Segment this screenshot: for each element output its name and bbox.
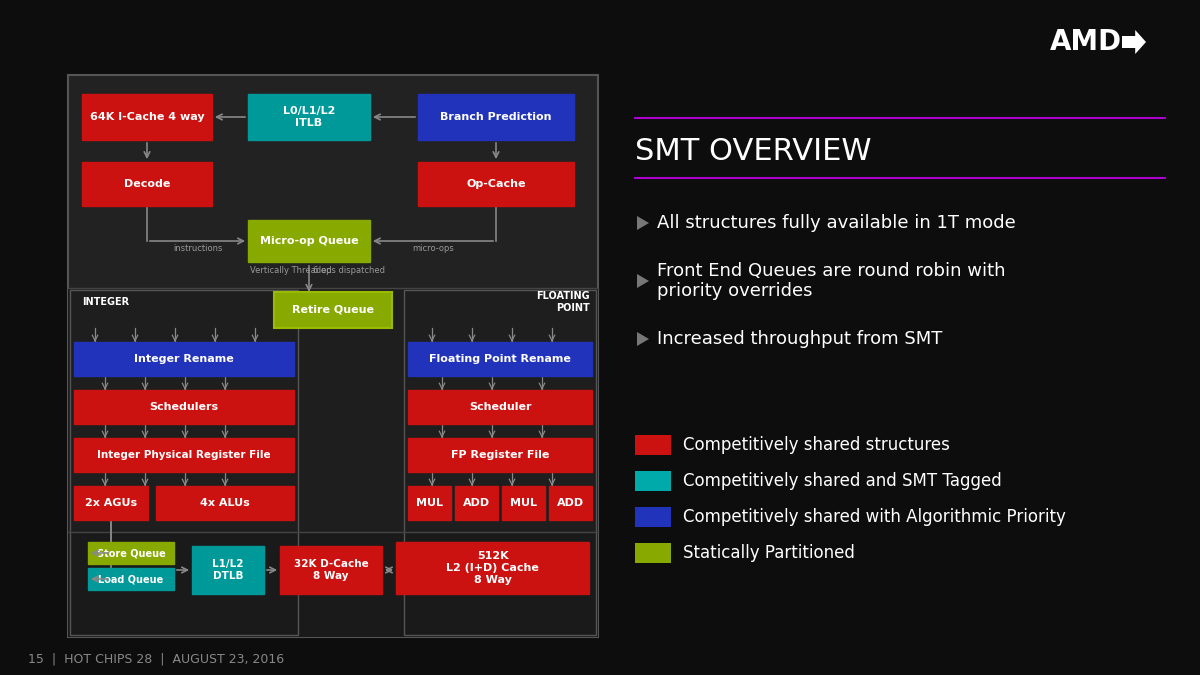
Bar xyxy=(68,288,598,637)
Text: FLOATING
POINT: FLOATING POINT xyxy=(536,291,590,313)
Bar xyxy=(418,162,574,206)
Bar xyxy=(74,342,294,376)
Text: 2x AGUs: 2x AGUs xyxy=(85,498,137,508)
Text: Statically Partitioned: Statically Partitioned xyxy=(683,544,854,562)
Bar xyxy=(396,542,589,594)
Text: 6 ops dispatched: 6 ops dispatched xyxy=(313,266,385,275)
Text: Op-Cache: Op-Cache xyxy=(467,179,526,189)
Text: SMT OVERVIEW: SMT OVERVIEW xyxy=(635,138,871,167)
Text: Load Queue: Load Queue xyxy=(98,574,163,584)
Text: INTEGER: INTEGER xyxy=(82,297,130,307)
Text: Integer Rename: Integer Rename xyxy=(134,354,234,364)
Polygon shape xyxy=(1122,30,1146,54)
Bar xyxy=(635,435,671,455)
Text: AMD: AMD xyxy=(1050,28,1122,56)
Bar xyxy=(502,486,545,520)
Text: MUL: MUL xyxy=(510,498,538,508)
Text: Competitively shared structures: Competitively shared structures xyxy=(683,436,950,454)
Bar xyxy=(82,94,212,140)
Bar xyxy=(635,471,671,491)
Text: Competitively shared with Algorithmic Priority: Competitively shared with Algorithmic Pr… xyxy=(683,508,1066,526)
Bar xyxy=(635,543,671,563)
Bar xyxy=(408,486,451,520)
Bar xyxy=(550,486,592,520)
Polygon shape xyxy=(637,332,649,346)
Bar xyxy=(280,546,382,594)
Text: L1/L2
DTLB: L1/L2 DTLB xyxy=(212,559,244,580)
Bar xyxy=(635,507,671,527)
Bar xyxy=(455,486,498,520)
Polygon shape xyxy=(637,216,649,230)
Text: MUL: MUL xyxy=(416,498,443,508)
Text: Scheduler: Scheduler xyxy=(469,402,532,412)
Text: ADD: ADD xyxy=(557,498,584,508)
Bar xyxy=(70,290,298,635)
Text: Retire Queue: Retire Queue xyxy=(292,305,374,315)
Bar xyxy=(274,292,392,328)
Text: 32K D-Cache
8 Way: 32K D-Cache 8 Way xyxy=(294,559,368,580)
Text: Competitively shared and SMT Tagged: Competitively shared and SMT Tagged xyxy=(683,472,1002,490)
Bar xyxy=(74,390,294,424)
Bar xyxy=(88,568,174,590)
Text: Floating Point Rename: Floating Point Rename xyxy=(430,354,571,364)
Bar xyxy=(82,162,212,206)
Text: Front End Queues are round robin with
priority overrides: Front End Queues are round robin with pr… xyxy=(658,262,1006,300)
Bar xyxy=(74,486,148,520)
Text: Micro-op Queue: Micro-op Queue xyxy=(259,236,359,246)
Bar xyxy=(408,390,592,424)
Text: Branch Prediction: Branch Prediction xyxy=(440,112,552,122)
Text: Store Queue: Store Queue xyxy=(97,548,166,558)
Text: 512K
L2 (I+D) Cache
8 Way: 512K L2 (I+D) Cache 8 Way xyxy=(446,551,539,585)
Text: Vertically Threaded: Vertically Threaded xyxy=(250,266,331,275)
Text: Integer Physical Register File: Integer Physical Register File xyxy=(97,450,271,460)
Text: All structures fully available in 1T mode: All structures fully available in 1T mod… xyxy=(658,214,1015,232)
Bar xyxy=(408,342,592,376)
Text: 15  |  HOT CHIPS 28  |  AUGUST 23, 2016: 15 | HOT CHIPS 28 | AUGUST 23, 2016 xyxy=(28,653,284,666)
Text: 64K I-Cache 4 way: 64K I-Cache 4 way xyxy=(90,112,204,122)
Bar xyxy=(68,75,598,637)
Bar xyxy=(192,546,264,594)
Bar xyxy=(408,438,592,472)
Bar xyxy=(418,94,574,140)
Text: FP Register File: FP Register File xyxy=(451,450,550,460)
Bar xyxy=(88,542,174,564)
Text: 4x ALUs: 4x ALUs xyxy=(200,498,250,508)
Text: L0/L1/L2
ITLB: L0/L1/L2 ITLB xyxy=(283,106,335,128)
Bar xyxy=(248,220,370,262)
Text: micro-ops: micro-ops xyxy=(412,244,454,253)
Bar xyxy=(74,438,294,472)
Bar xyxy=(248,94,370,140)
Text: Schedulers: Schedulers xyxy=(150,402,218,412)
Bar xyxy=(68,532,598,637)
Text: instructions: instructions xyxy=(173,244,222,253)
Text: ADD: ADD xyxy=(463,498,490,508)
Text: Increased throughput from SMT: Increased throughput from SMT xyxy=(658,330,942,348)
Bar xyxy=(404,290,596,635)
Bar xyxy=(156,486,294,520)
Text: Decode: Decode xyxy=(124,179,170,189)
Polygon shape xyxy=(637,274,649,288)
